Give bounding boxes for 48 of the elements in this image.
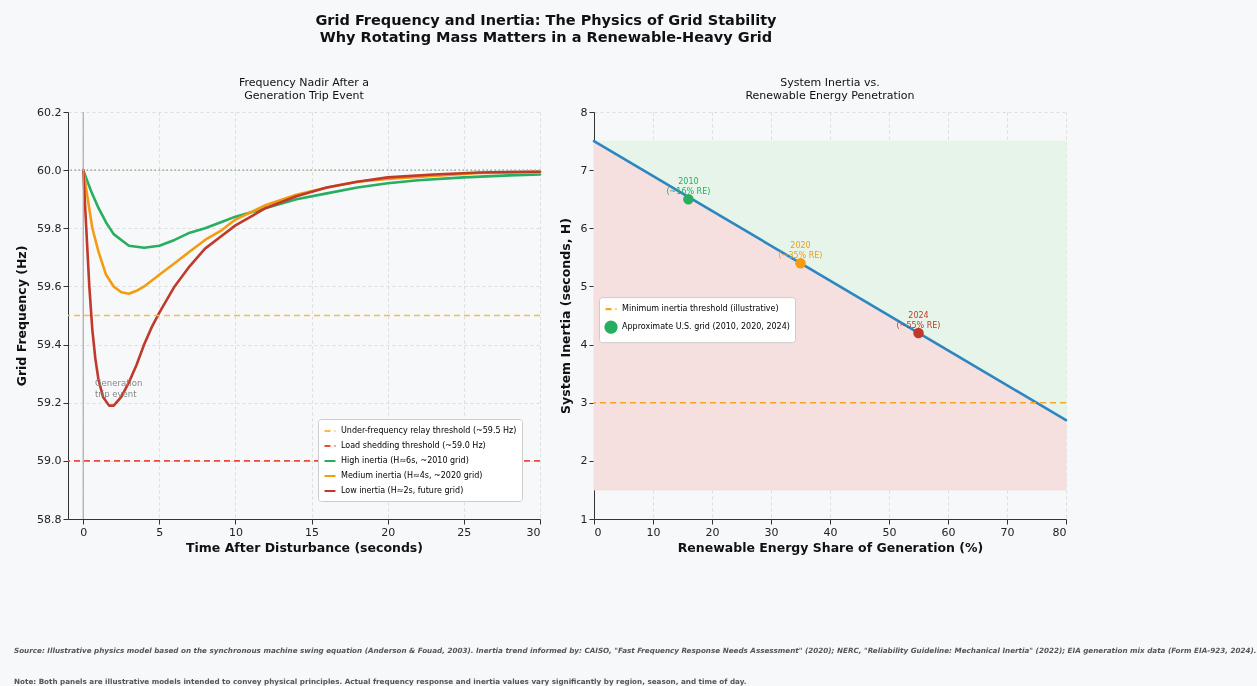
- x-tick-label: 20: [381, 525, 396, 539]
- x-tick-label: 20: [705, 525, 720, 539]
- chart-title: Frequency Nadir After a Generation Trip Event: [238, 76, 370, 102]
- text: Why Rotating Mass Matters in a Renewable-Heavy Grid: [318, 29, 774, 46]
- y-tick-label: 5: [580, 279, 588, 293]
- line-series: [81, 168, 542, 407]
- y-tick-label: 59.6: [37, 279, 62, 293]
- y-tick-label: 60.0: [37, 163, 62, 177]
- x-tick-label: 0: [80, 525, 88, 539]
- y-tick-label: 2: [580, 454, 588, 468]
- legend-label: Under-frequency relay threshold (~59.5 Hz): [341, 426, 517, 435]
- legend-label: Low inertia (H≈2s, future grid): [341, 486, 464, 495]
- y-axis-title: Grid Frequency (Hz): [14, 245, 30, 387]
- x-tick-label: 10: [228, 525, 243, 539]
- x-tick-label: 30: [764, 525, 779, 539]
- y-tick-label: 8: [580, 105, 588, 119]
- x-tick-label: 15: [305, 525, 320, 539]
- y-tick-label: 59.4: [37, 338, 62, 352]
- x-tick-label: 50: [882, 525, 897, 539]
- x-tick-label: 0: [594, 525, 602, 539]
- x-axis-title: Time After Disturbance (seconds): [185, 539, 424, 555]
- y-tick-label: 7: [580, 163, 588, 177]
- x-tick-label: 60: [941, 525, 956, 539]
- x-tick-label: 70: [1000, 525, 1015, 539]
- y-tick-label: 4: [580, 338, 588, 352]
- y-tick-label: 59.2: [37, 396, 62, 410]
- x-tick-label: 25: [457, 525, 472, 539]
- y-tick-label: 58.8: [37, 512, 62, 526]
- chart-title: System Inertia vs. Renewable Energy Penetration: [745, 76, 915, 102]
- text: Grid Frequency and Inertia: The Physics of Grid Stability: [314, 12, 778, 29]
- x-tick-label: 80: [1052, 525, 1067, 539]
- x-tick-label: 10: [646, 525, 661, 539]
- legend-label: Medium inertia (H≈4s, ~2020 grid): [341, 471, 483, 480]
- legend-label: Minimum inertia threshold (illustrative): [622, 304, 779, 314]
- x-tick-label: 5: [156, 525, 164, 539]
- y-axis-title: System Inertia (seconds, H): [557, 218, 573, 414]
- y-tick-label: 60.2: [37, 105, 62, 119]
- y-tick-label: 59.0: [37, 454, 62, 468]
- x-tick-label: 40: [823, 525, 838, 539]
- legend-label: Approximate U.S. grid (2010, 2020, 2024): [622, 322, 790, 332]
- x-axis-title: Renewable Energy Share of Generation (%): [677, 539, 984, 555]
- y-tick-label: 3: [580, 396, 588, 410]
- y-tick-label: 1: [580, 512, 588, 526]
- y-tick-label: 6: [580, 221, 588, 235]
- y-tick-label: 59.8: [37, 221, 62, 235]
- legend-label: Load shedding threshold (~59.0 Hz): [341, 441, 486, 450]
- legend-label: High inertia (H≈6s, ~2010 grid): [341, 456, 469, 465]
- x-tick-label: 30: [526, 525, 541, 539]
